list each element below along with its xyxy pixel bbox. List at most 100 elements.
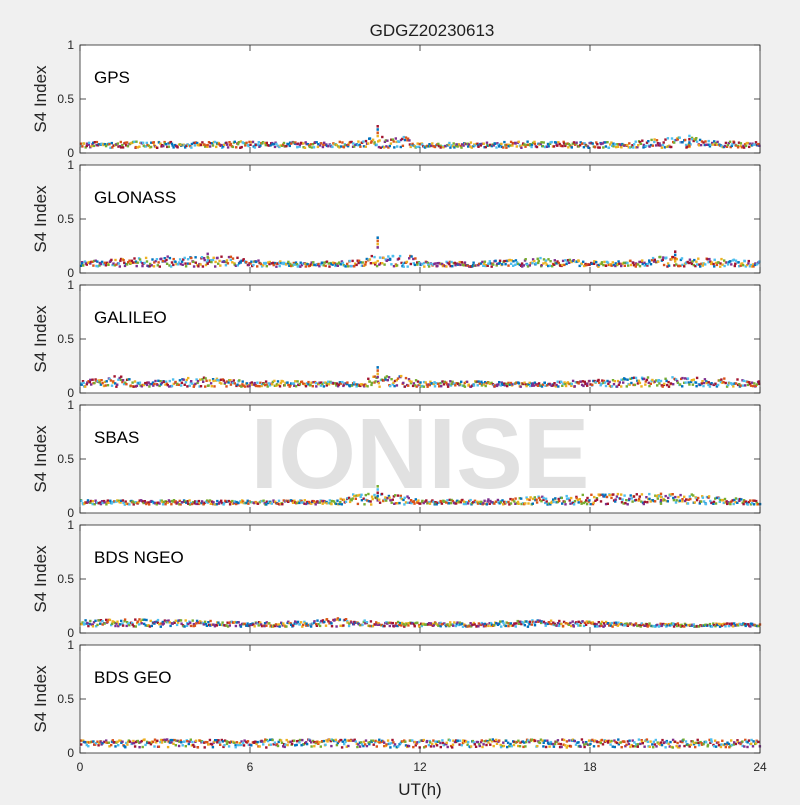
data-point <box>449 621 452 624</box>
data-point <box>750 381 754 384</box>
data-point <box>733 741 736 744</box>
data-point <box>375 623 378 626</box>
data-point <box>586 496 589 500</box>
data-point <box>105 618 108 622</box>
data-point <box>601 743 605 746</box>
data-point <box>496 262 499 265</box>
data-point <box>445 743 448 746</box>
data-point <box>290 499 293 502</box>
data-point <box>97 619 100 622</box>
data-point <box>136 620 139 623</box>
data-point <box>226 143 229 146</box>
data-point <box>84 385 87 388</box>
data-point <box>630 497 633 500</box>
data-point <box>674 253 677 257</box>
data-point <box>302 623 305 627</box>
data-point <box>376 239 379 243</box>
data-point <box>435 744 439 747</box>
data-point <box>300 142 303 145</box>
data-point <box>499 745 503 749</box>
data-point <box>273 379 276 383</box>
data-point <box>112 262 115 265</box>
data-point <box>547 145 550 148</box>
data-point <box>386 258 390 262</box>
data-point <box>480 380 483 383</box>
data-point <box>473 499 477 502</box>
data-point <box>521 740 525 743</box>
data-point <box>313 745 316 748</box>
data-point <box>549 740 553 744</box>
data-point <box>427 622 431 625</box>
data-point <box>471 623 474 626</box>
data-point <box>338 140 341 144</box>
data-point <box>713 745 716 748</box>
data-point <box>144 381 147 385</box>
data-point <box>247 502 250 505</box>
data-point <box>606 379 609 383</box>
data-point <box>678 744 681 748</box>
data-point <box>528 498 531 502</box>
data-point <box>627 742 631 746</box>
data-point <box>189 738 192 741</box>
data-point <box>612 145 615 148</box>
data-point <box>253 381 256 385</box>
data-point <box>725 261 728 264</box>
data-point <box>663 741 666 744</box>
data-point <box>606 502 609 505</box>
data-point <box>616 143 619 146</box>
data-point <box>757 740 760 744</box>
data-point <box>126 502 130 506</box>
data-point <box>387 255 390 258</box>
data-point <box>698 263 701 266</box>
data-point <box>622 381 625 384</box>
data-point <box>611 745 614 748</box>
data-point <box>386 497 389 500</box>
data-point <box>659 622 662 625</box>
data-point <box>557 261 560 265</box>
data-point <box>412 262 415 265</box>
data-point <box>304 265 307 268</box>
data-point <box>675 263 678 266</box>
data-point <box>266 385 269 388</box>
data-point <box>338 618 342 621</box>
data-point <box>275 142 278 146</box>
data-point <box>291 739 295 743</box>
data-point <box>308 502 312 505</box>
data-point <box>113 264 117 267</box>
data-point <box>179 739 182 742</box>
data-point <box>162 144 165 148</box>
data-point <box>634 498 638 502</box>
data-point <box>413 263 417 267</box>
data-point <box>228 141 231 144</box>
data-point <box>487 262 490 265</box>
data-point <box>208 379 211 382</box>
data-point <box>325 500 328 504</box>
data-point <box>555 624 558 627</box>
data-point <box>608 624 611 627</box>
data-point <box>395 384 399 387</box>
y-tick-label: 0.5 <box>57 452 74 466</box>
data-point <box>348 739 351 742</box>
data-point <box>335 144 338 147</box>
data-point <box>320 381 323 384</box>
data-point <box>600 261 604 264</box>
data-point <box>239 261 242 264</box>
data-point <box>383 744 386 748</box>
data-point <box>487 144 490 147</box>
data-point <box>183 625 186 628</box>
data-point <box>639 625 642 628</box>
data-point <box>241 380 244 383</box>
data-point <box>653 138 656 141</box>
data-point <box>207 384 210 387</box>
data-point <box>744 265 747 268</box>
data-point <box>356 259 359 262</box>
data-point <box>387 146 390 149</box>
data-point <box>580 262 583 265</box>
data-point <box>681 500 684 503</box>
data-point <box>564 144 567 148</box>
data-point <box>189 145 192 148</box>
data-point <box>267 739 270 743</box>
data-point <box>117 624 120 628</box>
data-point <box>683 265 686 268</box>
data-point <box>501 499 504 502</box>
